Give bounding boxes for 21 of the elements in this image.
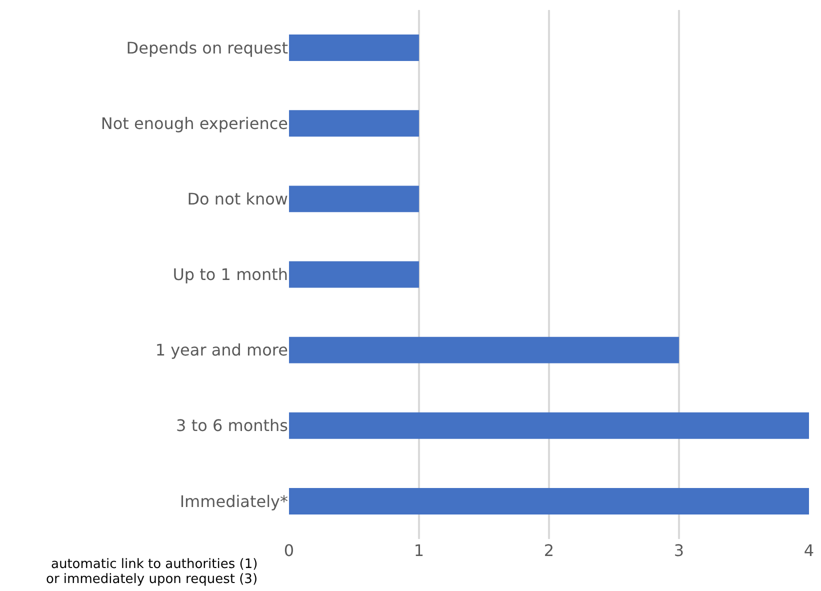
text: automatic link to authorities (1) [51, 557, 258, 572]
x-tick-label: 2 [544, 541, 554, 560]
bar [289, 110, 419, 137]
text: or immediately upon request (3) [46, 572, 258, 587]
y-tick-label: Immediately* [180, 492, 288, 511]
y-tick-label: 3 to 6 months [176, 416, 288, 436]
bar [289, 488, 809, 514]
bar [289, 336, 679, 364]
y-tick-label: Do not know [187, 190, 288, 209]
y-tick-label: 1 year and more [155, 340, 288, 360]
y-tick-label: Not enough experience [100, 114, 288, 133]
y-tick-label: Depends on request [126, 38, 288, 58]
bar [289, 261, 419, 288]
x-tick-label: 1 [414, 541, 424, 560]
x-tick-label: 3 [674, 541, 684, 560]
bar [289, 34, 419, 62]
bar [289, 412, 809, 439]
x-tick-label: 0 [284, 541, 294, 560]
x-tick-label: 4 [804, 541, 814, 560]
bar [289, 186, 419, 212]
y-tick-label: Up to 1 month [172, 265, 288, 284]
